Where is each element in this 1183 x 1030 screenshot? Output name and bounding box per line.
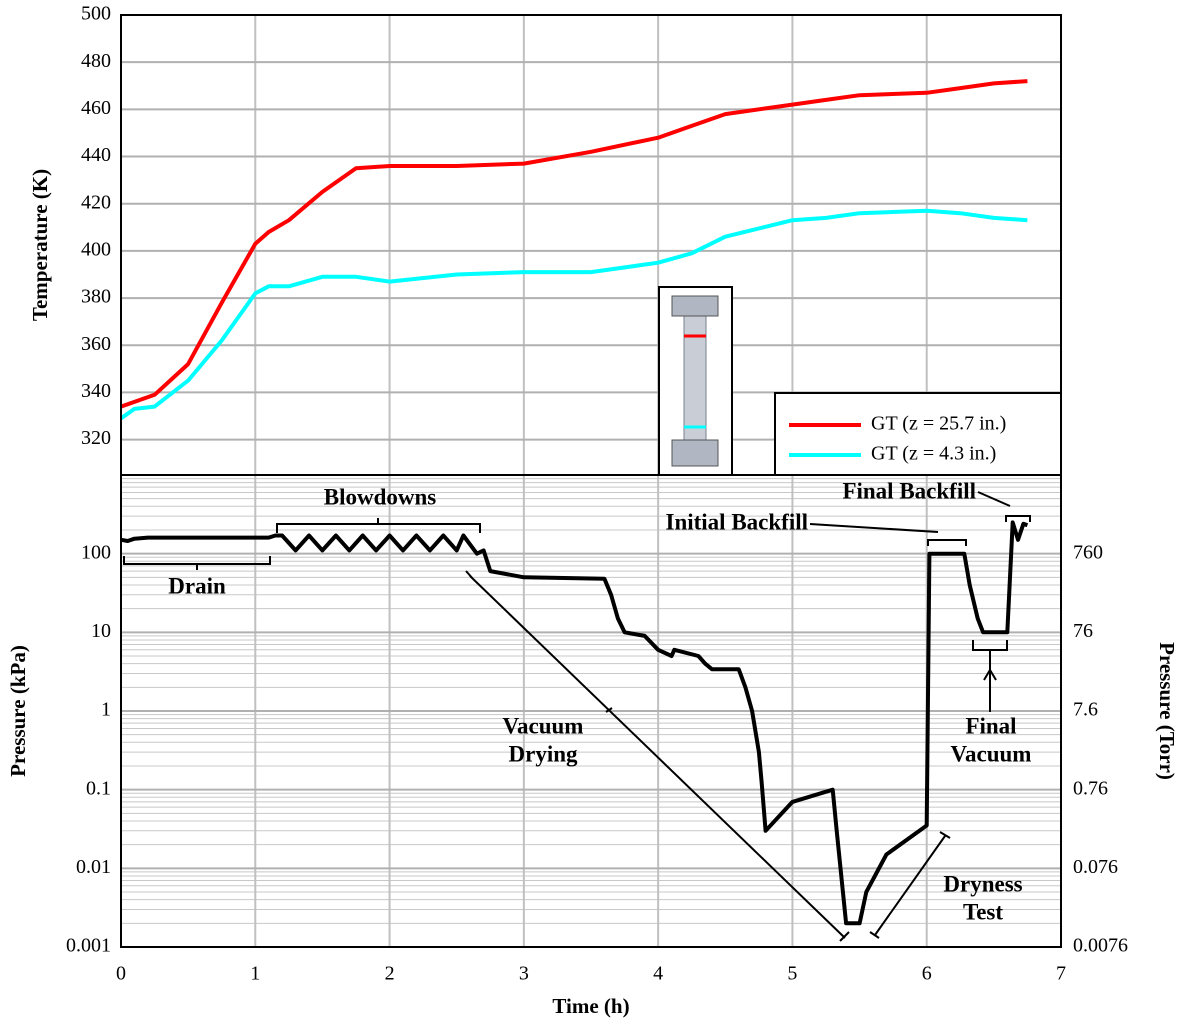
bracket — [124, 556, 270, 570]
x-tick-label: 3 — [519, 963, 529, 985]
y-tick-label: 0.01 — [76, 856, 111, 878]
annotation: Blowdowns — [324, 484, 437, 509]
annotation: Final Backfill — [842, 478, 976, 503]
annotation: Dryness — [943, 871, 1022, 896]
annotation: Initial Backfill — [666, 509, 809, 534]
bracket — [810, 524, 966, 546]
inset-flange — [672, 440, 718, 466]
y-tick-label: 0.1 — [86, 777, 111, 799]
legend-label: GT (z = 4.3 in.) — [871, 443, 996, 465]
y-tick-label: 0.001 — [66, 935, 111, 957]
inset — [659, 287, 732, 475]
series-line — [121, 81, 1027, 407]
bracket — [277, 518, 480, 533]
x-tick-label: 6 — [922, 963, 932, 985]
y-tick-label: 480 — [81, 50, 111, 72]
y-tick-label: 10 — [91, 620, 111, 642]
y-tick-label: 380 — [81, 286, 111, 308]
chart: GT (z = 25.7 in.)GT (z = 4.3 in.) 320340… — [0, 0, 1183, 1025]
y2-tick-label: 76 — [1073, 620, 1093, 642]
x-tick-label: 0 — [116, 963, 126, 985]
y-tick-label: 420 — [81, 191, 111, 213]
annotation: Vacuum — [951, 741, 1032, 766]
annotation: Final — [965, 713, 1016, 738]
y2-tick-label: 760 — [1073, 541, 1103, 563]
x-tick-label: 4 — [653, 963, 663, 985]
x-axis-label: Time (h) — [552, 994, 629, 1018]
annotation: Vacuum — [503, 713, 584, 738]
y-axis-label: Temperature (K) — [28, 169, 52, 321]
x-tick-label: 2 — [385, 963, 395, 985]
y2-tick-label: 0.0076 — [1073, 935, 1128, 957]
x-tick-label: 1 — [250, 963, 260, 985]
y-tick-label: 340 — [81, 380, 111, 402]
y-tick-label: 440 — [81, 144, 111, 166]
x-tick-label: 5 — [787, 963, 797, 985]
y-tick-label: 100 — [81, 541, 111, 563]
annotation: Test — [963, 899, 1003, 924]
y-tick-label: 460 — [81, 97, 111, 119]
y-tick-label: 400 — [81, 238, 111, 260]
y-tick-label: 1 — [101, 699, 111, 721]
y-tick-label: 320 — [81, 427, 111, 449]
legend-label: GT (z = 25.7 in.) — [871, 413, 1006, 435]
annotation: Drain — [168, 573, 226, 598]
legend: GT (z = 25.7 in.) GT (z = 4.3 in.) — [775, 393, 1061, 475]
y2-tick-label: 7.6 — [1073, 699, 1098, 721]
inset-flange — [672, 296, 718, 316]
y2-tick-label: 0.076 — [1073, 856, 1118, 878]
bracket — [870, 832, 950, 938]
texts: 320340360380400420440460480500Temperatur… — [6, 3, 1179, 1018]
bracket — [973, 640, 1007, 712]
y2-tick-label: 0.76 — [1073, 777, 1108, 799]
bracket — [978, 492, 1030, 522]
y-tick-label: 500 — [81, 3, 111, 25]
y-tick-label: 360 — [81, 333, 111, 355]
y-axis-label: Pressure (kPa) — [6, 645, 30, 777]
x-tick-label: 7 — [1056, 963, 1066, 985]
y2-axis-label: Pressure (Torr) — [1155, 642, 1179, 780]
annotation: Drying — [509, 741, 579, 766]
